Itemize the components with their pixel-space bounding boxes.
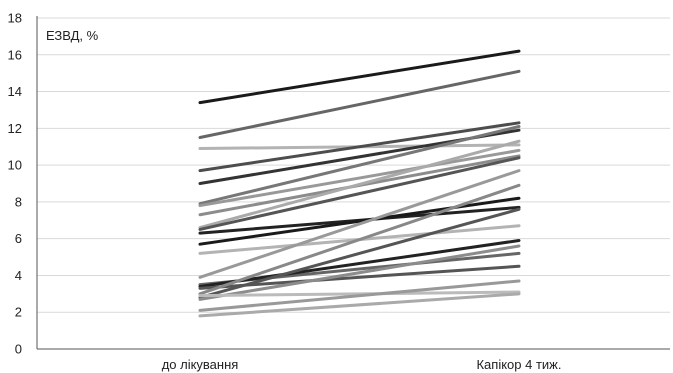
series-line xyxy=(198,69,521,140)
series-line xyxy=(198,124,521,206)
y-tick-label: 2 xyxy=(15,305,22,320)
series-line xyxy=(198,279,521,312)
series-line xyxy=(198,244,521,301)
series-lines xyxy=(198,49,521,318)
series-line xyxy=(198,183,521,296)
x-category-label: до лікування xyxy=(162,357,239,372)
y-axis-label: ЕЗВД, % xyxy=(46,28,99,43)
series-line xyxy=(198,49,521,105)
series-line xyxy=(198,207,521,300)
series-line xyxy=(198,121,521,173)
series-line xyxy=(198,148,521,208)
series-line xyxy=(198,139,521,230)
y-tick-label: 4 xyxy=(15,268,22,283)
series-line xyxy=(198,196,521,246)
series-line xyxy=(198,264,521,290)
y-tick-label: 10 xyxy=(8,158,22,173)
y-tick-labels: 0 2 4 6 8 10 12 14 16 18 xyxy=(8,11,22,357)
series-line xyxy=(198,290,521,298)
axes xyxy=(36,16,670,350)
y-tick-label: 12 xyxy=(8,121,22,136)
series-line xyxy=(198,156,521,231)
series-line xyxy=(198,239,521,288)
x-category-labels: до лікування Капікор 4 тиж. xyxy=(162,357,562,372)
y-tick-label: 16 xyxy=(8,47,22,62)
series-line xyxy=(198,292,521,318)
y-tick-label: 6 xyxy=(15,231,22,246)
x-category-label: Капікор 4 тиж. xyxy=(476,357,561,372)
y-tick-label: 18 xyxy=(8,11,22,26)
series-line xyxy=(198,169,521,279)
y-tick-label: 0 xyxy=(15,342,22,357)
y-tick-label: 14 xyxy=(8,84,22,99)
y-tick-label: 8 xyxy=(15,194,22,209)
